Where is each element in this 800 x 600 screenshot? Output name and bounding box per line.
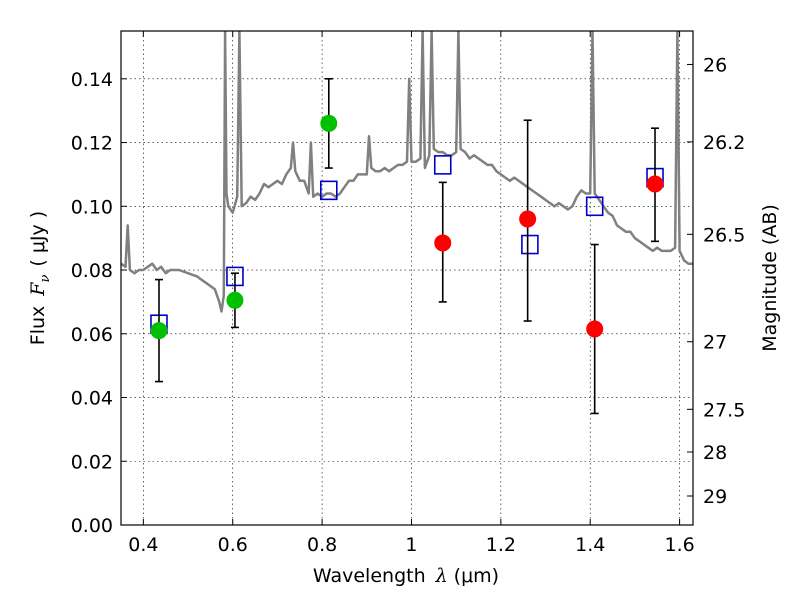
model-square-marker <box>433 155 452 175</box>
y-tick-label: 0.10 <box>71 196 113 218</box>
plot-frame <box>120 30 694 526</box>
y2-tick-label: 27.5 <box>703 399 745 421</box>
x-axis: 0.4 0.6 0.8 1 1.2 1.4 1.6 <box>128 31 695 556</box>
x-tick-label: 0.6 <box>218 534 248 556</box>
y-tick-label: 0.12 <box>71 133 113 155</box>
markers-layer <box>150 78 664 415</box>
y2-tick-label: 29 <box>703 486 727 508</box>
flux-marker <box>150 322 168 340</box>
data-point <box>320 78 338 169</box>
flux-marker <box>519 210 537 228</box>
x-tick-label: 1.4 <box>575 534 605 556</box>
y2-tick-label: 26.5 <box>703 224 745 246</box>
y-axis: 0.00 0.02 0.04 0.06 0.08 0.10 0.12 0.14 <box>71 69 127 537</box>
y-tick-label: 0.04 <box>71 388 113 410</box>
y-tick-label: 0.08 <box>71 260 113 282</box>
model-square-marker <box>319 180 338 201</box>
x-tick-label: 1.2 <box>486 534 516 556</box>
data-point <box>150 278 168 383</box>
flux-marker <box>434 234 452 252</box>
x-tick-label: 0.8 <box>307 534 337 556</box>
data-point <box>646 127 664 243</box>
data-point <box>519 119 537 322</box>
y2-tick-label: 26 <box>703 54 727 76</box>
flux-marker <box>586 320 604 338</box>
flux-marker <box>320 114 338 132</box>
x-tick-label: 1 <box>405 534 417 556</box>
y-tick-label: 0.06 <box>71 324 113 346</box>
spectrum-line <box>121 31 693 313</box>
y2-tick-label: 28 <box>703 442 727 464</box>
y-tick-label: 0.02 <box>71 451 113 473</box>
flux-marker <box>646 175 664 193</box>
spectrum-layer <box>121 31 693 313</box>
flux-marker <box>226 291 244 309</box>
y-axis-label: FluxFν( μJy ) <box>27 211 53 345</box>
x-tick-label: 0.4 <box>128 534 158 556</box>
model-square-marker <box>585 196 604 217</box>
data-point <box>434 181 452 303</box>
y2-axis-label: Magnitude (AB) <box>759 204 781 352</box>
grid <box>121 31 693 525</box>
y-tick-label: 0.14 <box>71 69 113 91</box>
y2-tick-label: 26.2 <box>703 132 745 154</box>
data-point <box>226 272 244 329</box>
y2-axis: 26 26.2 26.5 27 27.5 28 29 <box>687 54 745 508</box>
model-square-marker <box>521 234 539 255</box>
x-tick-label: 1.6 <box>664 534 694 556</box>
y-tick-label: 0.00 <box>71 515 113 537</box>
data-point <box>586 243 604 415</box>
x-axis-label: Wavelength λ (μm) <box>313 565 499 587</box>
y2-tick-label: 27 <box>703 332 727 354</box>
